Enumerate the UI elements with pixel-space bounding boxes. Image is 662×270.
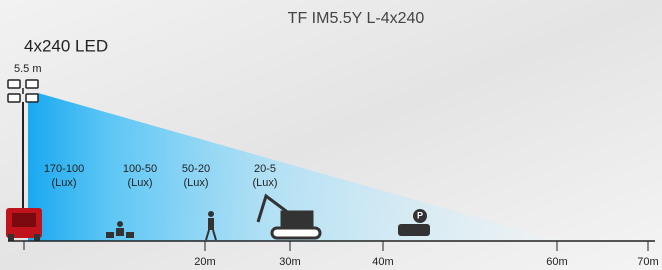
zone-range: 170-100 [44, 163, 84, 175]
zone-range: 20-5 [254, 163, 276, 175]
height-label: 5.5 m [14, 63, 42, 75]
zone-unit: (Lux) [51, 177, 76, 189]
zone-unit: (Lux) [183, 177, 208, 189]
distance-label: 60m [546, 256, 567, 268]
zone-unit: (Lux) [252, 177, 277, 189]
zone-unit: (Lux) [127, 177, 152, 189]
zone-range: 100-50 [123, 163, 157, 175]
distance-label: 30m [279, 256, 300, 268]
model-label: 4x240 LED [24, 36, 108, 55]
svg-text:P: P [417, 210, 423, 220]
title: TF IM5.5Y L-4x240 [288, 10, 425, 27]
distance-label: 40m [372, 256, 393, 268]
distance-label: 20m [194, 256, 215, 268]
diagram: TF IM5.5Y L-4x240 4x240 LED 5.5 m P [0, 0, 662, 270]
distance-label: 70m [637, 256, 658, 268]
generator-icon [6, 208, 42, 241]
zone-range: 50-20 [182, 163, 210, 175]
